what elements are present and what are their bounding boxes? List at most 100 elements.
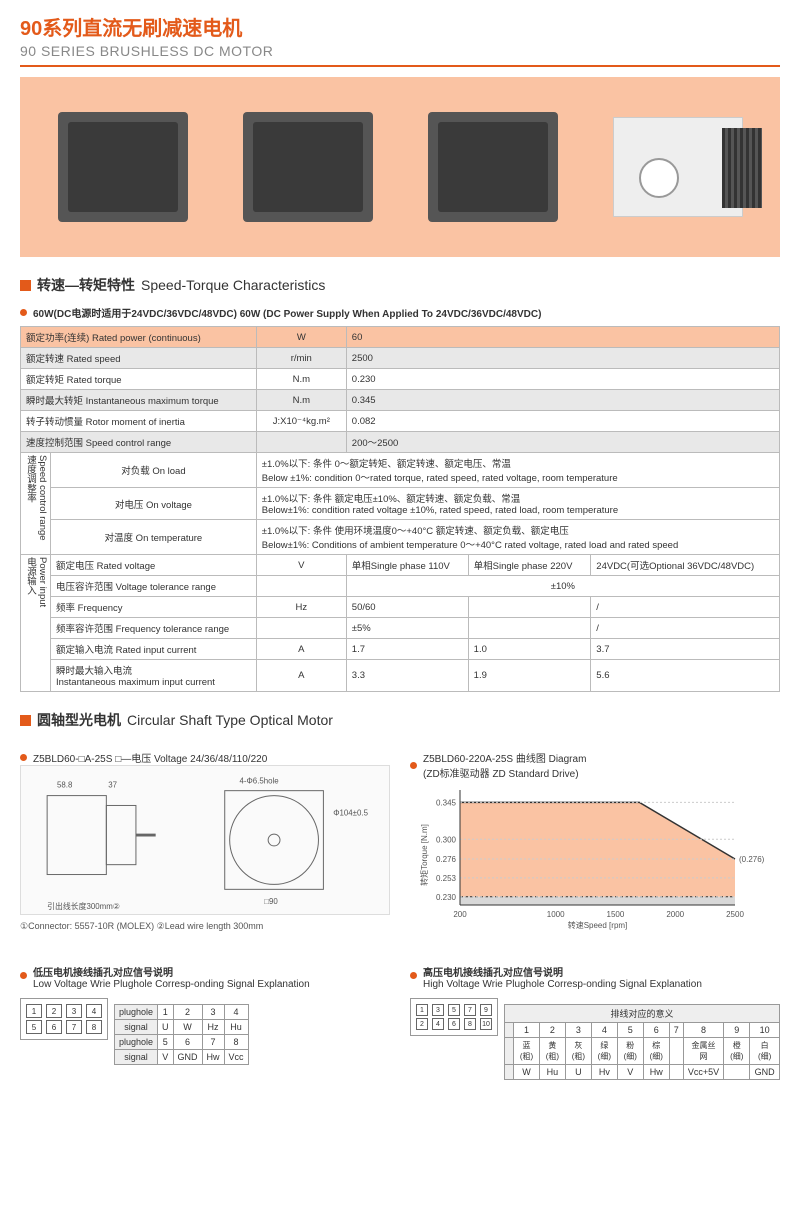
power-val: 1.9 (468, 660, 591, 692)
svg-text:引出线长度300mm②: 引出线长度300mm② (47, 901, 120, 911)
plug-pin: 3 (432, 1004, 444, 1016)
hv-num: 6 (643, 1023, 669, 1038)
power-val: 3.3 (346, 660, 468, 692)
spec-label: 额定功率(连续) Rated power (continuous) (21, 327, 257, 348)
power-val: 50/60 (346, 597, 468, 618)
motor-photo-3 (428, 112, 558, 222)
hv-cn: 灰(粗) (565, 1038, 591, 1065)
power-val (468, 618, 591, 639)
lv-row-head: plughole (115, 1035, 158, 1050)
power-unit: Hz (256, 597, 346, 618)
section1-heading: 转速—转矩特性 Speed-Torque Characteristics (20, 275, 780, 295)
spec-unit: W (256, 327, 346, 348)
plug-pin: 4 (432, 1018, 444, 1030)
svg-text:0.253: 0.253 (436, 874, 457, 883)
power-val: 1.0 (468, 639, 591, 660)
page-title-en: 90 SERIES BRUSHLESS DC MOTOR (20, 43, 780, 59)
lv-cell: Vcc (224, 1050, 248, 1065)
hv-cn: 绿(细) (591, 1038, 617, 1065)
spec-label: 瞬时最大转矩 Instantaneous maximum torque (21, 390, 257, 411)
lv-cell: 8 (224, 1035, 248, 1050)
scr-key: 对负载 On load (51, 453, 257, 488)
lv-cell: GND (173, 1050, 202, 1065)
plug-pin: 1 (26, 1004, 42, 1018)
hv-num: 3 (565, 1023, 591, 1038)
spec-val: 0.082 (346, 411, 779, 432)
plug-pin: 6 (448, 1018, 460, 1030)
hv-cn: 金属丝网 (683, 1038, 724, 1065)
power-head: 单相Single phase 220V (468, 555, 591, 576)
svg-text:2500: 2500 (726, 910, 744, 919)
power-unit: A (256, 660, 346, 692)
lv-row-head: plughole (115, 1005, 158, 1020)
lv-row-head: signal (115, 1020, 158, 1035)
power-label: 频率容许范围 Frequency tolerance range (51, 618, 257, 639)
lv-cell: 1 (158, 1005, 174, 1020)
bullet-icon (410, 972, 417, 979)
scr-val: ±1.0%以下: 条件 0～额定转矩、额定转速、额定电压、常温 Below ±1… (256, 453, 779, 488)
plug-diagram-high: 13579 246810 (410, 998, 498, 1036)
power-unit (256, 576, 346, 597)
plug-pin: 9 (480, 1004, 492, 1016)
plug-pin: 1 (416, 1004, 428, 1016)
power-unit: V (256, 555, 346, 576)
power-val: 5.6 (591, 660, 780, 692)
hv-num: 5 (617, 1023, 643, 1038)
power-val (468, 597, 591, 618)
hv-sig: W (514, 1065, 540, 1080)
low-voltage-heading: 低压电机接线插孔对应信号说明 Low Voltage Wrie Plughole… (20, 960, 390, 990)
power-label: 额定电压 Rated voltage (51, 555, 257, 576)
low-voltage-table: plughole1234signalUWHzHuplughole5678sign… (114, 1004, 249, 1065)
spec-label: 速度控制范围 Speed control range (21, 432, 257, 453)
spec-val: 0.230 (346, 369, 779, 390)
square-icon (20, 715, 31, 726)
svg-text:58.8: 58.8 (57, 781, 73, 790)
svg-text:0.230: 0.230 (436, 893, 457, 902)
plug-pin: 10 (480, 1018, 492, 1030)
hv-head: 排线对应的意义 (505, 1005, 780, 1023)
motor-photo-2 (243, 112, 373, 222)
spec-unit (256, 432, 346, 453)
power-label: 额定输入电流 Rated input current (51, 639, 257, 660)
power-label: 电压容许范围 Voltage tolerance range (51, 576, 257, 597)
plug-pin: 3 (66, 1004, 82, 1018)
svg-text:0.300: 0.300 (436, 835, 457, 844)
plug-pin: 5 (448, 1004, 460, 1016)
svg-text:0.276: 0.276 (436, 855, 457, 864)
hv-num: 8 (683, 1023, 724, 1038)
svg-text:转速Speed [rpm]: 转速Speed [rpm] (568, 920, 628, 930)
svg-text:转矩Torque [N.m]: 转矩Torque [N.m] (419, 824, 429, 886)
plug-pin: 8 (86, 1020, 102, 1034)
hv-num: 4 (591, 1023, 617, 1038)
spec-unit: N.m (256, 369, 346, 390)
spec-unit: J:X10⁻⁴kg.m² (256, 411, 346, 432)
scr-key: 对温度 On temperature (51, 520, 257, 555)
plug-pin: 7 (66, 1020, 82, 1034)
power-label: 频率 Frequency (51, 597, 257, 618)
scr-val: ±1.0%以下: 条件 额定电压±10%、额定转速、额定负载、常温 Below±… (256, 488, 779, 520)
hv-sig: Hw (643, 1065, 669, 1080)
hv-sig: Vcc+5V (683, 1065, 724, 1080)
svg-text:(0.276): (0.276) (739, 855, 765, 864)
hv-cn: 粉(细) (617, 1038, 643, 1065)
plug-pin: 5 (26, 1020, 42, 1034)
hv-sig (724, 1065, 750, 1080)
svg-text:2000: 2000 (666, 910, 684, 919)
dimensional-drawing: 58.8 37 Φ104±0.5 □90 4-Φ6.5hole 引出线长度300… (20, 765, 390, 915)
svg-text:0.345: 0.345 (436, 798, 457, 807)
hv-num: 1 (514, 1023, 540, 1038)
plug-pin: 8 (464, 1018, 476, 1030)
spec-unit: r/min (256, 348, 346, 369)
svg-text:1500: 1500 (607, 910, 625, 919)
power-head: 24VDC(可选Optional 36VDC/48VDC) (591, 555, 780, 576)
square-icon (20, 280, 31, 291)
hv-sig: V (617, 1065, 643, 1080)
bullet-icon (410, 762, 417, 769)
motor-photo-1 (58, 112, 188, 222)
high-voltage-table: 排线对应的意义12345678910蓝(粗)黄(粗)灰(粗)绿(细)粉(细)棕(… (504, 1004, 780, 1080)
high-voltage-heading: 高压电机接线插孔对应信号说明 High Voltage Wrie Plughol… (410, 960, 780, 990)
svg-text:1000: 1000 (547, 910, 565, 919)
power-unit (256, 618, 346, 639)
power-group-label: Power input电源输入 (21, 555, 51, 692)
lv-cell: 4 (224, 1005, 248, 1020)
